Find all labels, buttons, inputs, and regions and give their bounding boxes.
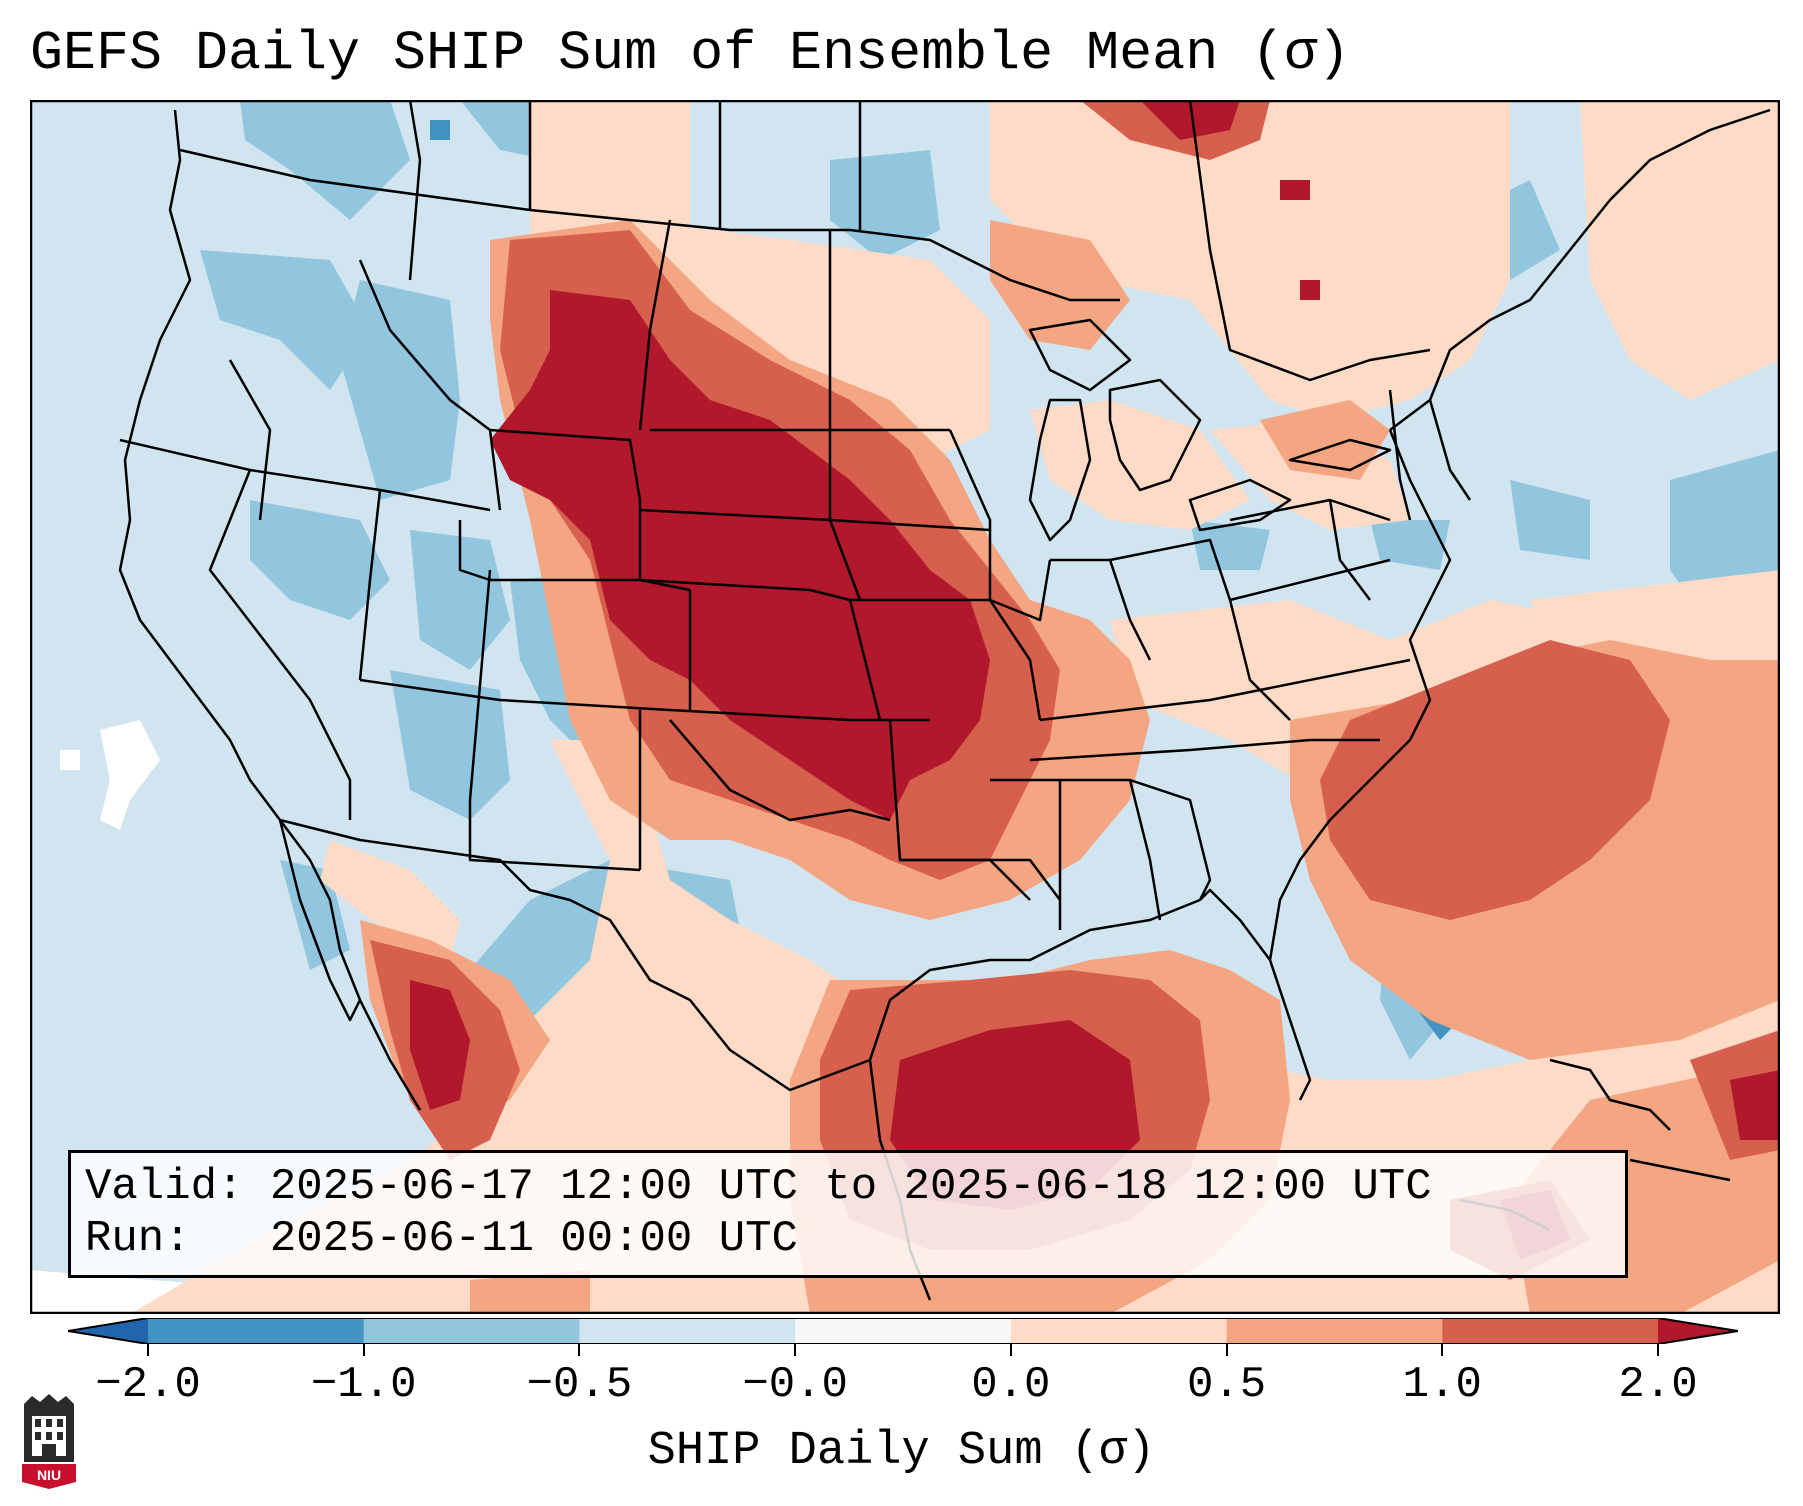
- figure-title: GEFS Daily SHIP Sum of Ensemble Mean (σ): [30, 22, 1351, 85]
- colorbar-bin: [795, 1318, 1012, 1344]
- colorbar-bin: [1010, 1318, 1228, 1344]
- colorbar-tick-label: 0.0: [971, 1360, 1051, 1410]
- map-border: [30, 100, 1780, 1314]
- colorbar-tick-mark: [794, 1344, 797, 1356]
- colorbar: [68, 1318, 1738, 1344]
- colorbar-tick-mark: [147, 1344, 149, 1356]
- colorbar-bin: [1226, 1318, 1443, 1344]
- colorbar-tick-mark: [362, 1344, 365, 1356]
- colorbar-tick-label: 0.5: [1186, 1360, 1267, 1410]
- colorbar-tick-label: −0.0: [742, 1360, 848, 1410]
- colorbar-tick-mark: [1009, 1344, 1012, 1356]
- colorbar-tick-label: −1.0: [310, 1360, 417, 1410]
- colorbar-tick-label: 2.0: [1618, 1360, 1698, 1410]
- missing-data-specks: [60, 720, 160, 830]
- colorbar-tick-label: −2.0: [95, 1360, 201, 1410]
- niu-logo-icon: NIU: [22, 1394, 76, 1489]
- colorbar-tick-mark: [1225, 1344, 1228, 1356]
- colorbar-bin: [148, 1318, 365, 1344]
- colorbar-tick-mark: [578, 1344, 581, 1356]
- colorbar-under-triangle: [68, 1318, 148, 1344]
- valid-time-text: Valid: 2025-06-17 12:00 UTC to 2025-06-1…: [85, 1162, 1432, 1212]
- colorbar-bin: [579, 1318, 796, 1344]
- colorbar-tick-mark: [1441, 1344, 1444, 1356]
- colorbar-tick-mark: [1657, 1344, 1659, 1356]
- colorbar-tick-label: −0.5: [526, 1360, 633, 1410]
- colorbar-over-triangle: [1658, 1318, 1738, 1344]
- map-panel: [30, 100, 1780, 1314]
- colorbar-bin: [1442, 1318, 1659, 1344]
- run-time-text: Run: 2025-06-11 00:00 UTC: [85, 1214, 798, 1264]
- valid-run-info-box: Valid: 2025-06-17 12:00 UTC to 2025-06-1…: [68, 1150, 1628, 1278]
- colorbar-label: SHIP Daily Sum (σ): [647, 1425, 1156, 1478]
- logo-text: NIU: [37, 1467, 61, 1483]
- colorbar-bin: [363, 1318, 580, 1344]
- colorbar-tick-label: 1.0: [1402, 1360, 1482, 1410]
